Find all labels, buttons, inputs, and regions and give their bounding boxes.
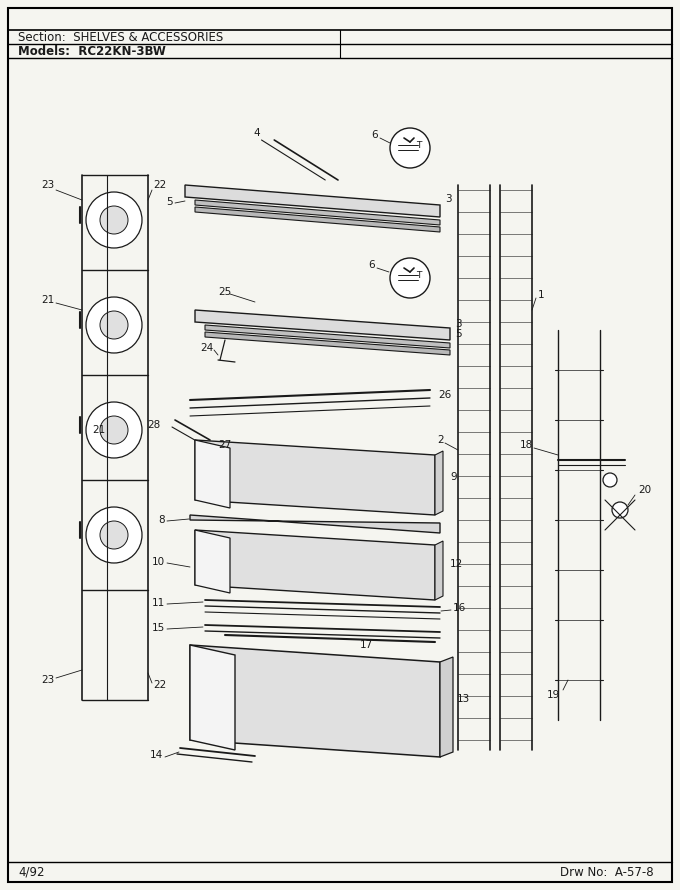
Text: 6: 6 [369, 260, 375, 270]
Text: 22: 22 [153, 180, 166, 190]
Circle shape [86, 507, 142, 563]
Text: Drw No:  A-57-8: Drw No: A-57-8 [560, 865, 654, 878]
Polygon shape [195, 310, 450, 340]
Text: 13: 13 [457, 694, 471, 704]
Text: 15: 15 [152, 623, 165, 633]
Circle shape [603, 473, 617, 487]
Polygon shape [195, 440, 435, 515]
Circle shape [100, 311, 128, 339]
Text: 27: 27 [218, 440, 231, 450]
Text: 19: 19 [546, 690, 560, 700]
Text: 12: 12 [450, 559, 463, 569]
Circle shape [390, 128, 430, 168]
Text: 20: 20 [638, 485, 651, 495]
Polygon shape [205, 325, 450, 348]
Text: 10: 10 [152, 557, 165, 567]
Text: 3: 3 [445, 194, 452, 204]
Text: 21: 21 [92, 425, 105, 435]
Text: 24: 24 [200, 343, 213, 353]
Text: 21: 21 [41, 295, 54, 305]
Circle shape [86, 297, 142, 353]
Text: 14: 14 [150, 750, 163, 760]
Polygon shape [435, 451, 443, 515]
Text: 5: 5 [167, 197, 173, 207]
Text: 4: 4 [253, 128, 260, 138]
Text: 8: 8 [158, 515, 165, 525]
Circle shape [100, 521, 128, 549]
Text: 2: 2 [437, 435, 444, 445]
Text: 5: 5 [455, 329, 462, 339]
Polygon shape [190, 645, 235, 750]
Text: Section:  SHELVES & ACCESSORIES: Section: SHELVES & ACCESSORIES [18, 30, 223, 44]
Polygon shape [185, 185, 440, 217]
Circle shape [612, 502, 628, 518]
Text: 11: 11 [152, 598, 165, 608]
Text: 18: 18 [520, 440, 533, 450]
Circle shape [100, 206, 128, 234]
Polygon shape [205, 332, 450, 355]
Text: 16: 16 [453, 603, 466, 613]
Text: 1: 1 [538, 290, 545, 300]
Polygon shape [195, 530, 435, 600]
Text: T: T [416, 271, 422, 279]
Polygon shape [195, 207, 440, 232]
Polygon shape [190, 645, 440, 757]
Text: T: T [416, 141, 422, 150]
Polygon shape [440, 657, 453, 757]
Circle shape [86, 402, 142, 458]
Text: 3: 3 [455, 319, 462, 329]
Circle shape [390, 258, 430, 298]
Polygon shape [190, 515, 440, 533]
Polygon shape [195, 200, 440, 225]
Text: 26: 26 [438, 390, 452, 400]
Text: 17: 17 [360, 640, 373, 650]
Polygon shape [195, 530, 230, 593]
Text: 25: 25 [218, 287, 232, 297]
Circle shape [100, 416, 128, 444]
Polygon shape [435, 541, 443, 600]
Text: 23: 23 [41, 675, 54, 685]
Text: 23: 23 [41, 180, 54, 190]
Polygon shape [195, 440, 230, 508]
Circle shape [86, 192, 142, 248]
Text: 9: 9 [450, 472, 457, 482]
Text: 28: 28 [147, 420, 160, 430]
Text: Models:  RC22KN-3BW: Models: RC22KN-3BW [18, 44, 166, 58]
Text: 6: 6 [371, 130, 378, 140]
Text: 4/92: 4/92 [18, 865, 44, 878]
Text: 22: 22 [153, 680, 166, 690]
